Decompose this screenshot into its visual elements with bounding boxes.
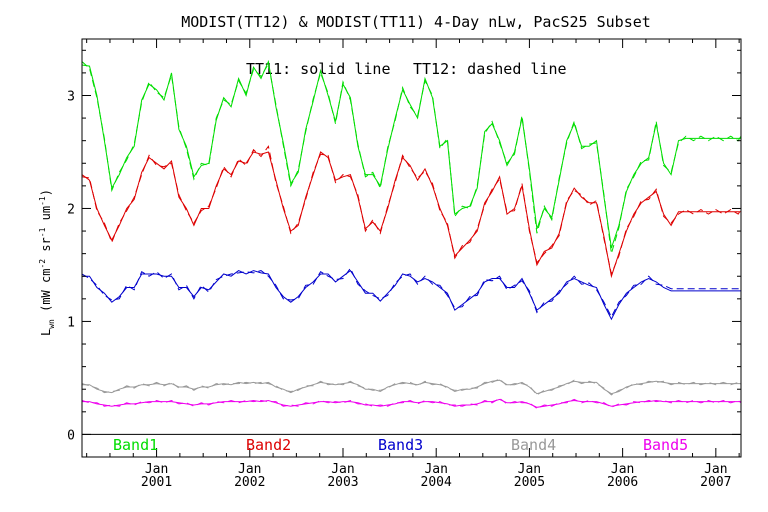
band2-solid-line bbox=[81, 151, 741, 279]
x-tick-month: Jan bbox=[145, 462, 168, 477]
x-tick-year: 2003 bbox=[327, 475, 358, 490]
y-tick-label: 0 bbox=[67, 428, 75, 443]
x-tick-year: 2002 bbox=[234, 475, 265, 490]
x-tick-year: 2005 bbox=[514, 475, 545, 490]
band3-solid-line bbox=[82, 269, 741, 321]
band-label-band3: Band3 bbox=[378, 436, 423, 454]
band-labels: Band1 Band2 Band3 Band4 Band5 bbox=[113, 436, 688, 454]
annotation-solid: TT11: solid line bbox=[246, 60, 391, 78]
x-tick-month: Jan bbox=[238, 462, 261, 477]
x-tick-year: 2001 bbox=[141, 475, 172, 490]
x-tick-month: Jan bbox=[331, 462, 354, 477]
annotation-dashed: TT12: dashed line bbox=[413, 60, 567, 78]
y-tick-label: 2 bbox=[67, 202, 75, 217]
plot-frame bbox=[81, 38, 742, 458]
band1-solid-line bbox=[81, 59, 741, 249]
band-label-band2: Band2 bbox=[246, 436, 291, 454]
x-tick-month: Jan bbox=[704, 462, 727, 477]
y-tick-label: 3 bbox=[67, 89, 75, 104]
x-tick-month: Jan bbox=[518, 462, 541, 477]
x-tick-year: 2006 bbox=[607, 475, 638, 490]
y-axis-label: Lwn (mW cm-2 sr-1 um-1) bbox=[38, 189, 56, 336]
series-layer bbox=[81, 59, 742, 409]
band-label-band5: Band5 bbox=[643, 436, 688, 454]
x-tick-month: Jan bbox=[424, 462, 447, 477]
axes: 0123Jan2001Jan2002Jan2003Jan2004Jan2005J… bbox=[67, 38, 742, 490]
x-tick-month: Jan bbox=[611, 462, 634, 477]
x-tick-year: 2007 bbox=[700, 475, 731, 490]
chart-title: MODIST(TT12) & MODIST(TT11) 4-Day nLw, P… bbox=[181, 13, 651, 31]
x-tick-year: 2004 bbox=[421, 475, 452, 490]
band4-solid-line bbox=[82, 379, 741, 395]
band5-solid-line bbox=[82, 398, 741, 408]
y-tick-label: 1 bbox=[67, 315, 75, 330]
band-label-band4: Band4 bbox=[511, 436, 556, 454]
band-label-band1: Band1 bbox=[113, 436, 158, 454]
